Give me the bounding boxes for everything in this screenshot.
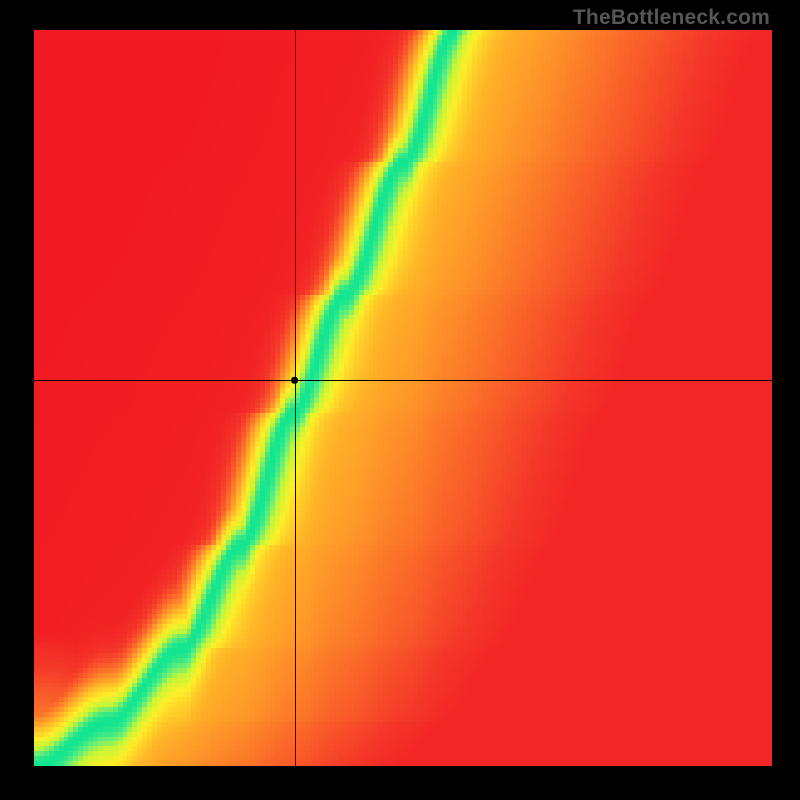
heatmap-canvas: [0, 0, 800, 800]
watermark-text: TheBottleneck.com: [573, 6, 770, 30]
chart-container: TheBottleneck.com: [0, 0, 800, 800]
